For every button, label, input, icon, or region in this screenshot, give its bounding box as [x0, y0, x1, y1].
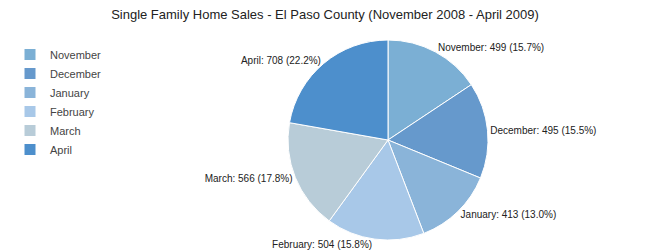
svg-text:December: 495 (15.5%): December: 495 (15.5%) — [490, 125, 596, 136]
svg-text:March: March — [50, 125, 81, 137]
svg-text:November: 499 (15.7%): November: 499 (15.7%) — [438, 42, 544, 53]
svg-text:February: 504 (15.8%): February: 504 (15.8%) — [272, 239, 372, 250]
svg-text:January: 413 (13.0%): January: 413 (13.0%) — [461, 209, 557, 220]
svg-text:April: April — [50, 144, 72, 156]
svg-text:March: 566 (17.8%): March: 566 (17.8%) — [205, 173, 293, 184]
svg-text:December: December — [50, 68, 101, 80]
svg-text:November: November — [50, 49, 101, 61]
svg-text:Single Family Home Sales - El: Single Family Home Sales - El Paso Count… — [111, 7, 539, 22]
svg-text:January: January — [50, 87, 90, 99]
svg-text:April: 708 (22.2%): April: 708 (22.2%) — [241, 55, 321, 66]
svg-text:February: February — [50, 106, 95, 118]
